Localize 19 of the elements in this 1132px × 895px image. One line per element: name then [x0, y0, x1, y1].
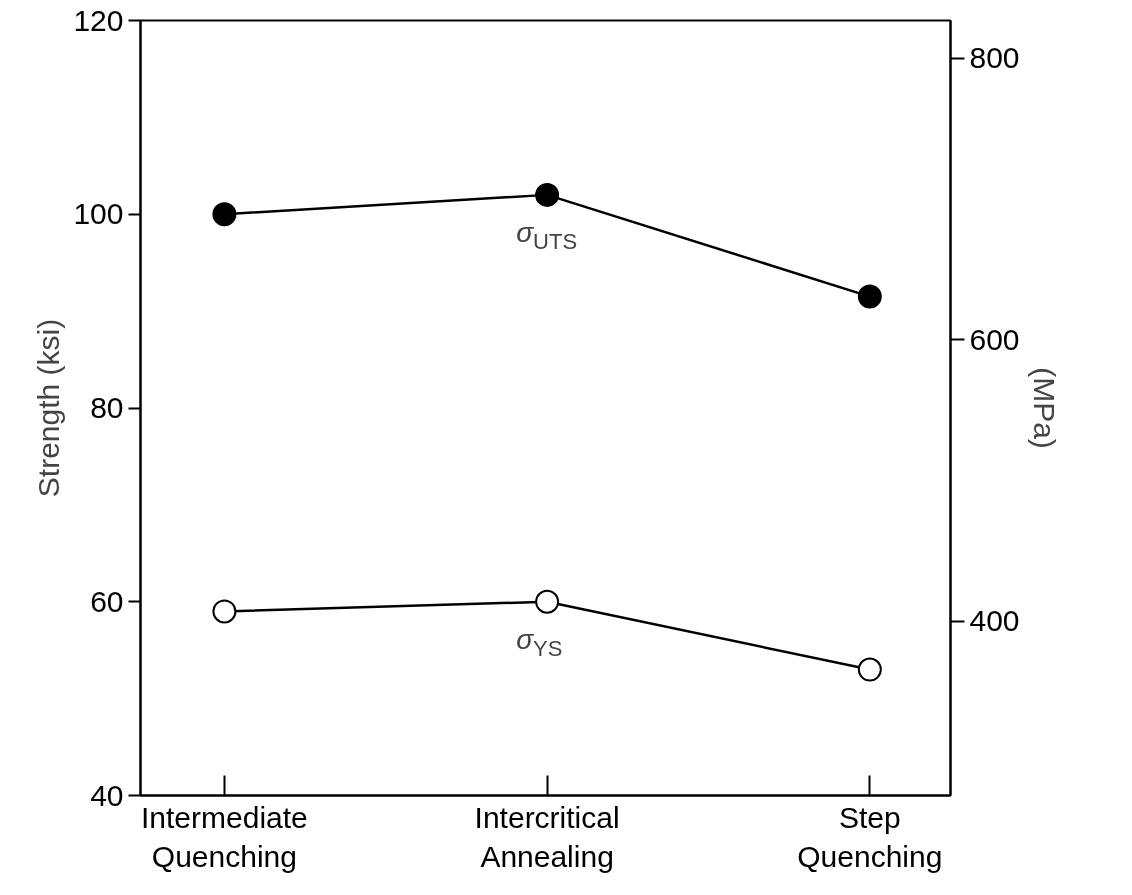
point: [535, 182, 560, 207]
point: [857, 284, 882, 309]
point: [535, 589, 560, 614]
x-tick-label: Intermediate Quenching: [141, 800, 308, 874]
y-axis-title: Strength (ksi): [32, 318, 66, 498]
point: [212, 202, 237, 227]
point: [857, 657, 882, 682]
y-tick-label: 60: [90, 584, 124, 618]
x-tick-label: Step Quenching: [797, 800, 943, 874]
y-tick-label: 120: [73, 3, 124, 37]
y2-axis-title: (MPa): [1027, 367, 1061, 449]
point: [212, 599, 237, 624]
y-tick-label: 100: [73, 197, 124, 231]
y2-tick-label: 600: [969, 322, 1020, 356]
y2-tick-label: 400: [969, 604, 1020, 638]
x-tick-label: Intercritical Annealing: [474, 800, 620, 874]
y-tick-label: 80: [90, 391, 124, 424]
y2-tick-label: 800: [969, 41, 1020, 75]
y-tick-label: 40: [90, 778, 124, 812]
